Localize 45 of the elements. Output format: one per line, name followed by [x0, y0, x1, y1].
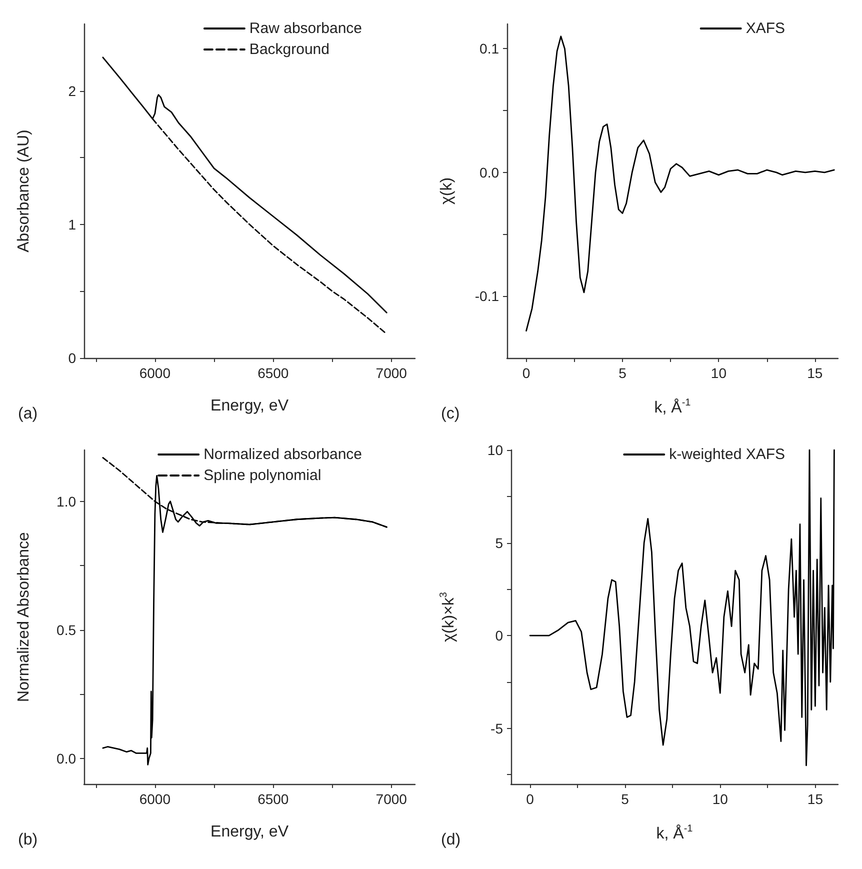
y-tick-label: 0.5: [56, 622, 76, 638]
text: (a): [18, 406, 38, 422]
x-axis-title: Energy, eV: [210, 398, 289, 414]
y-tick-label: -5: [490, 720, 504, 736]
x-tick-label: 10: [712, 791, 728, 807]
x-tick-label: 7000: [376, 365, 408, 381]
x-axis-title: Energy, eV: [210, 824, 289, 840]
y-axis-title: χ(k)×k3: [438, 592, 458, 642]
y-tick-label: 0: [495, 628, 504, 644]
x-tick-label: 7000: [376, 791, 408, 807]
y-axis-title: Normalized Absorbance: [16, 532, 32, 702]
y-tick-label: 10: [487, 442, 504, 458]
x-tick-label: 6500: [258, 791, 289, 807]
x-tick-label: 6500: [258, 365, 289, 381]
text: (c): [441, 406, 460, 422]
x-tick-label: 6000: [139, 791, 171, 807]
y-tick-label: 0: [68, 350, 76, 366]
line-series: [526, 36, 835, 332]
y-tick-label: -0.1: [474, 288, 500, 304]
x-tick-label: 5: [618, 365, 627, 381]
legend-label: Background: [249, 41, 330, 58]
line-series: [529, 449, 835, 766]
x-tick-label: 0: [526, 791, 534, 807]
text: (d): [441, 832, 461, 848]
y-tick-label: 2: [68, 82, 76, 99]
x-tick-label: 10: [710, 365, 727, 381]
y-tick-label: 1.0: [56, 493, 76, 510]
x-tick-label: 5: [621, 791, 630, 807]
y-tick-label: 1: [68, 216, 76, 232]
legend-label: Raw absorbance: [249, 20, 362, 37]
legend-label: Spline polynomial: [204, 467, 322, 484]
y-tick-label: 5: [495, 534, 504, 551]
x-tick-label: 15: [807, 365, 823, 381]
x-tick-label: 15: [807, 791, 824, 807]
y-tick-label: 0.0: [56, 750, 76, 766]
y-tick-label: 0.0: [480, 164, 500, 180]
legend-label: k-weighted XAFS: [669, 446, 786, 463]
y-tick-label: 0.1: [480, 40, 500, 57]
x-tick-label: 0: [522, 365, 530, 381]
text: (b): [18, 832, 38, 848]
x-tick-label: 6000: [139, 365, 171, 381]
legend-label: XAFS: [746, 20, 786, 37]
y-axis-title: χ(k): [438, 177, 456, 205]
legend-label: Normalized absorbance: [204, 446, 362, 463]
y-axis-title: Absorbance (AU): [16, 130, 32, 252]
